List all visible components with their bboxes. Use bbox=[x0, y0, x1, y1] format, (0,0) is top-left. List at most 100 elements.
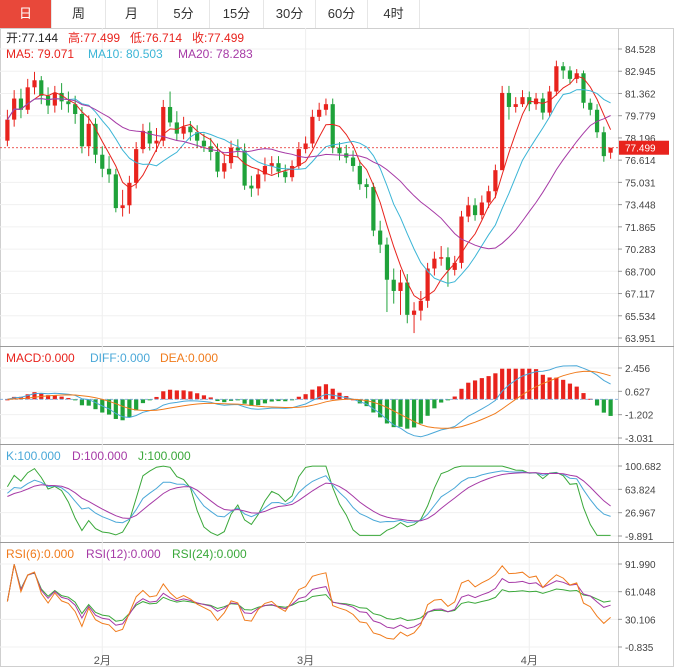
legend-macd: MACD:0.000 bbox=[6, 351, 75, 365]
macd-bar bbox=[147, 399, 152, 401]
tab-1[interactable]: 周 bbox=[52, 0, 106, 28]
macd-bar bbox=[554, 377, 559, 400]
chart-frame bbox=[0, 28, 674, 667]
macd-bar bbox=[303, 394, 308, 400]
macd-bar bbox=[256, 399, 261, 406]
candle-body bbox=[608, 147, 613, 153]
macd-bar bbox=[601, 399, 606, 413]
macd-bar bbox=[364, 399, 369, 407]
legend-d: D:100.000 bbox=[72, 449, 128, 463]
rsi6-line bbox=[6, 564, 611, 640]
tab-5[interactable]: 30分 bbox=[264, 0, 316, 28]
tab-4[interactable]: 15分 bbox=[210, 0, 264, 28]
candle-body bbox=[371, 187, 376, 231]
candle-body bbox=[228, 147, 234, 164]
candle-body bbox=[337, 147, 342, 154]
macd-bar bbox=[391, 399, 396, 428]
candle-body bbox=[262, 165, 268, 175]
dea-line bbox=[7, 370, 611, 429]
y-tick-label: -0.835 bbox=[625, 643, 654, 654]
macd-bar bbox=[561, 379, 566, 400]
y-tick-label: 79.779 bbox=[625, 112, 656, 123]
candle-body bbox=[384, 244, 390, 280]
macd-bar bbox=[174, 390, 179, 400]
tab-7[interactable]: 4时 bbox=[368, 0, 420, 28]
macd-bar bbox=[52, 395, 57, 400]
macd-bar bbox=[459, 388, 464, 400]
candle-body bbox=[161, 106, 166, 141]
macd-bar bbox=[45, 395, 51, 400]
legend-open: 开:77.144 bbox=[6, 31, 58, 45]
legend-close: 收:77.499 bbox=[192, 31, 244, 45]
macd-bar bbox=[479, 378, 484, 400]
macd-bar bbox=[93, 399, 98, 410]
macd-bar bbox=[506, 368, 512, 400]
legend-j: J:100.000 bbox=[138, 449, 191, 463]
candle-body bbox=[547, 91, 552, 113]
macd-bar bbox=[405, 399, 410, 429]
period-tabs: 日周月 5分 15分 30分 60分 4时 bbox=[0, 0, 674, 29]
legend-rsi12: RSI(12):0.000 bbox=[86, 547, 161, 561]
candle-body bbox=[357, 165, 362, 185]
macd-bar bbox=[472, 380, 478, 400]
macd-bar bbox=[249, 399, 254, 406]
macd-bar bbox=[323, 384, 329, 400]
candle-body bbox=[581, 73, 586, 103]
y-tick-label: 61.048 bbox=[625, 588, 656, 599]
candle-body bbox=[398, 282, 403, 291]
macd-bar bbox=[79, 399, 85, 406]
candle-body bbox=[18, 98, 24, 110]
x-tick-label: 3月 bbox=[297, 655, 314, 667]
macd-bar bbox=[533, 369, 539, 400]
k-line bbox=[7, 470, 611, 524]
candle-body bbox=[86, 123, 91, 147]
macd-bar bbox=[384, 399, 390, 424]
macd-bar bbox=[283, 399, 288, 402]
macd-bar bbox=[188, 391, 193, 400]
tab-2[interactable]: 月 bbox=[106, 0, 158, 28]
macd-bar bbox=[215, 399, 220, 402]
candle-body bbox=[269, 163, 274, 166]
candle-body bbox=[59, 92, 64, 102]
macd-bar bbox=[222, 399, 227, 403]
y-tick-label: 75.031 bbox=[625, 178, 656, 189]
y-tick-label: -3.031 bbox=[625, 434, 654, 445]
diff-line bbox=[7, 365, 611, 438]
candle-body bbox=[235, 147, 240, 151]
y-tick-label: 91.990 bbox=[625, 560, 656, 571]
candle-body bbox=[45, 95, 51, 106]
macd-bar bbox=[500, 368, 505, 400]
legend-diff: DIFF:0.000 bbox=[90, 351, 150, 365]
macd-bar bbox=[289, 399, 295, 401]
candle-body bbox=[73, 104, 78, 114]
ma10-line bbox=[6, 89, 611, 284]
candle-body bbox=[167, 106, 173, 123]
candle-body bbox=[134, 149, 139, 183]
candle-body bbox=[405, 282, 410, 315]
candle-body bbox=[601, 132, 606, 157]
candle-body bbox=[567, 70, 573, 79]
candle-body bbox=[378, 230, 383, 245]
macd-bar bbox=[445, 399, 451, 401]
candle-body bbox=[52, 92, 57, 106]
candle-body bbox=[317, 109, 322, 117]
candle-body bbox=[289, 165, 295, 178]
tab-6[interactable]: 60分 bbox=[316, 0, 368, 28]
candle-body bbox=[120, 205, 125, 209]
macd-bar bbox=[493, 373, 498, 400]
candle-body bbox=[310, 116, 315, 144]
macd-bar bbox=[167, 389, 173, 400]
macd-bar bbox=[269, 399, 274, 402]
y-tick-label: 78.196 bbox=[625, 134, 656, 145]
macd-bar bbox=[18, 396, 24, 400]
macd-bar bbox=[86, 399, 91, 406]
macd-bar bbox=[181, 390, 186, 400]
y-tick-label: 84.528 bbox=[625, 45, 656, 56]
tab-0[interactable]: 日 bbox=[0, 0, 52, 28]
tab-3[interactable]: 5分 bbox=[158, 0, 210, 28]
d-line bbox=[7, 472, 611, 522]
candle-body bbox=[127, 182, 132, 206]
candle-body bbox=[500, 92, 505, 171]
y-tick-label: 63.824 bbox=[625, 485, 656, 496]
candle-body bbox=[66, 101, 71, 105]
